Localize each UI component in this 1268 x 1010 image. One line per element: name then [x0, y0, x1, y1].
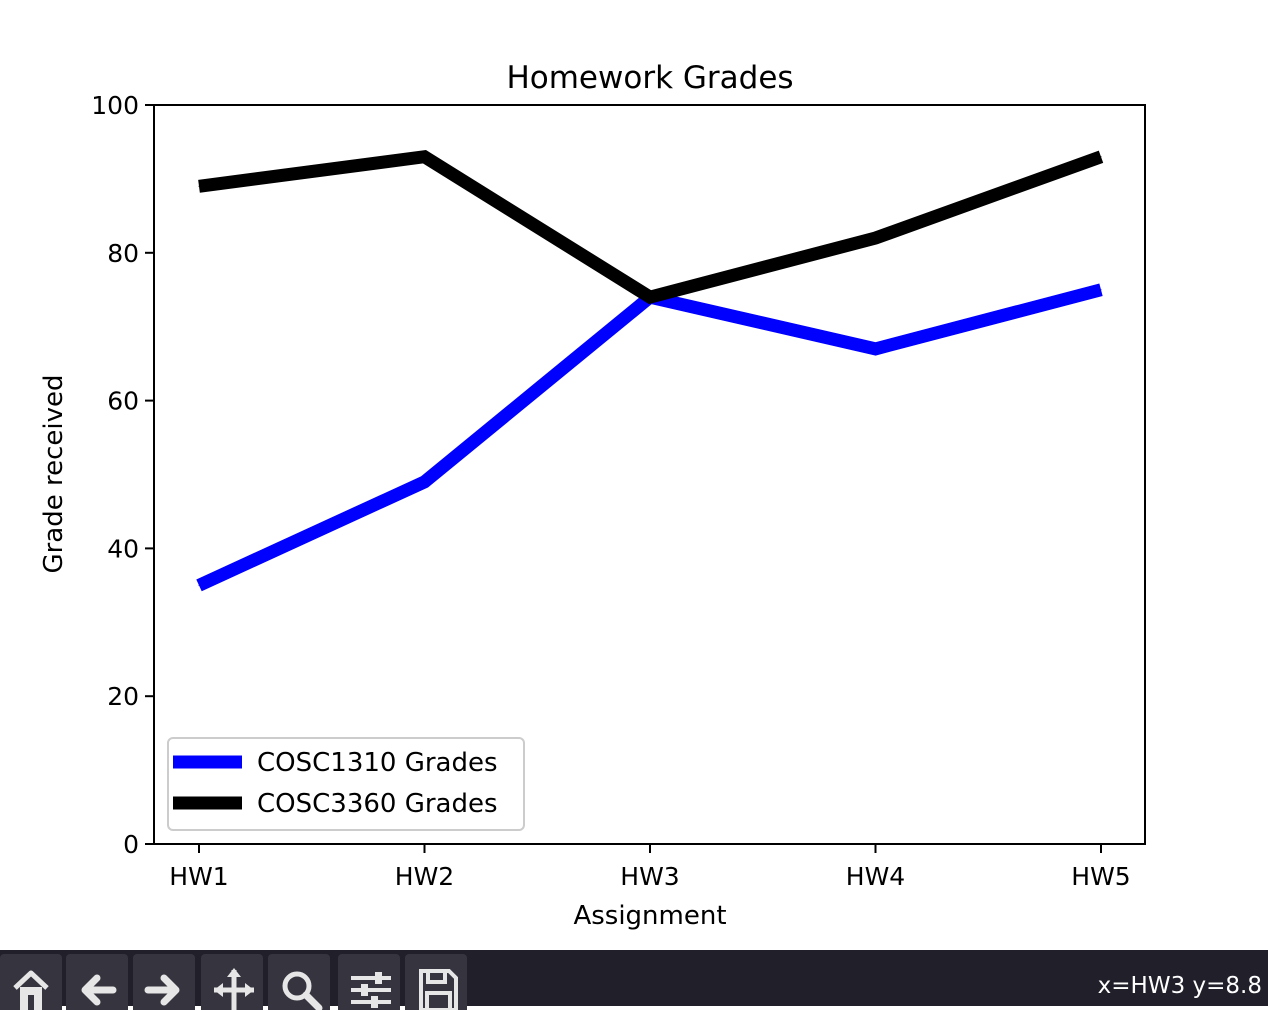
zoom-magnifier-icon — [282, 971, 323, 1010]
series-line-0 — [196, 283, 1103, 592]
x-axis-label: Assignment — [573, 901, 726, 931]
chart-title: Homework Grades — [506, 60, 793, 96]
data-point-s1-HW1 — [198, 185, 200, 187]
data-point-s1-HW2 — [424, 156, 425, 158]
back-button[interactable] — [66, 954, 128, 1010]
data-point-s1-HW5 — [1100, 156, 1102, 158]
y-tick-label: 20 — [107, 682, 139, 711]
pan-arrows-icon — [214, 968, 254, 1010]
data-point-s0-HW4 — [875, 348, 876, 350]
y-tick-label: 0 — [123, 830, 139, 859]
y-tick-label: 60 — [107, 387, 139, 416]
home-icon — [13, 970, 49, 1010]
y-tick-label: 40 — [107, 534, 139, 563]
pan-button[interactable] — [201, 954, 263, 1010]
forward-arrow-icon — [144, 974, 180, 1006]
x-axis: HW1 HW2 HW3 HW4 HW5 — [169, 844, 1131, 891]
data-point-s1-HW3 — [649, 296, 651, 298]
y-tick-label: 80 — [107, 239, 139, 268]
y-tick-label: 100 — [91, 91, 139, 120]
sliders-icon — [351, 972, 391, 1008]
legend-label-cosc3360: COSC3360 Grades — [257, 789, 498, 819]
configure-subplots-button[interactable] — [338, 954, 400, 1010]
plot-area-frame — [153, 104, 1146, 845]
home-button[interactable] — [0, 954, 62, 1010]
x-tick-label: HW3 — [620, 862, 679, 891]
legend: COSC1310 Grades COSC3360 Grades — [167, 737, 525, 831]
y-axis-label: Grade received — [39, 374, 69, 573]
y-axis: 0 20 40 60 80 100 — [91, 91, 154, 859]
legend-box — [167, 737, 525, 831]
x-tick-label: HW5 — [1071, 862, 1130, 891]
x-tick-label: HW4 — [846, 862, 905, 891]
zoom-button[interactable] — [268, 954, 330, 1010]
cursor-coordinates-readout: x=HW3 y=8.8 — [1097, 973, 1262, 999]
forward-button[interactable] — [133, 954, 195, 1010]
x-tick-label: HW1 — [169, 862, 228, 891]
back-arrow-icon — [81, 974, 117, 1006]
data-point-s1-HW4 — [875, 237, 876, 239]
series-lines — [196, 149, 1104, 592]
legend-label-cosc1310: COSC1310 Grades — [257, 748, 498, 778]
data-point-s0-HW2 — [424, 481, 425, 483]
navigation-toolbar: x=HW3 y=8.8 — [0, 950, 1268, 1010]
data-point-s0-HW1 — [198, 584, 200, 586]
x-tick-label: HW2 — [395, 862, 454, 891]
data-point-s0-HW5 — [1100, 289, 1102, 291]
save-disk-icon — [419, 969, 458, 1010]
save-button[interactable] — [405, 954, 467, 1010]
series-line-1 — [198, 149, 1104, 305]
